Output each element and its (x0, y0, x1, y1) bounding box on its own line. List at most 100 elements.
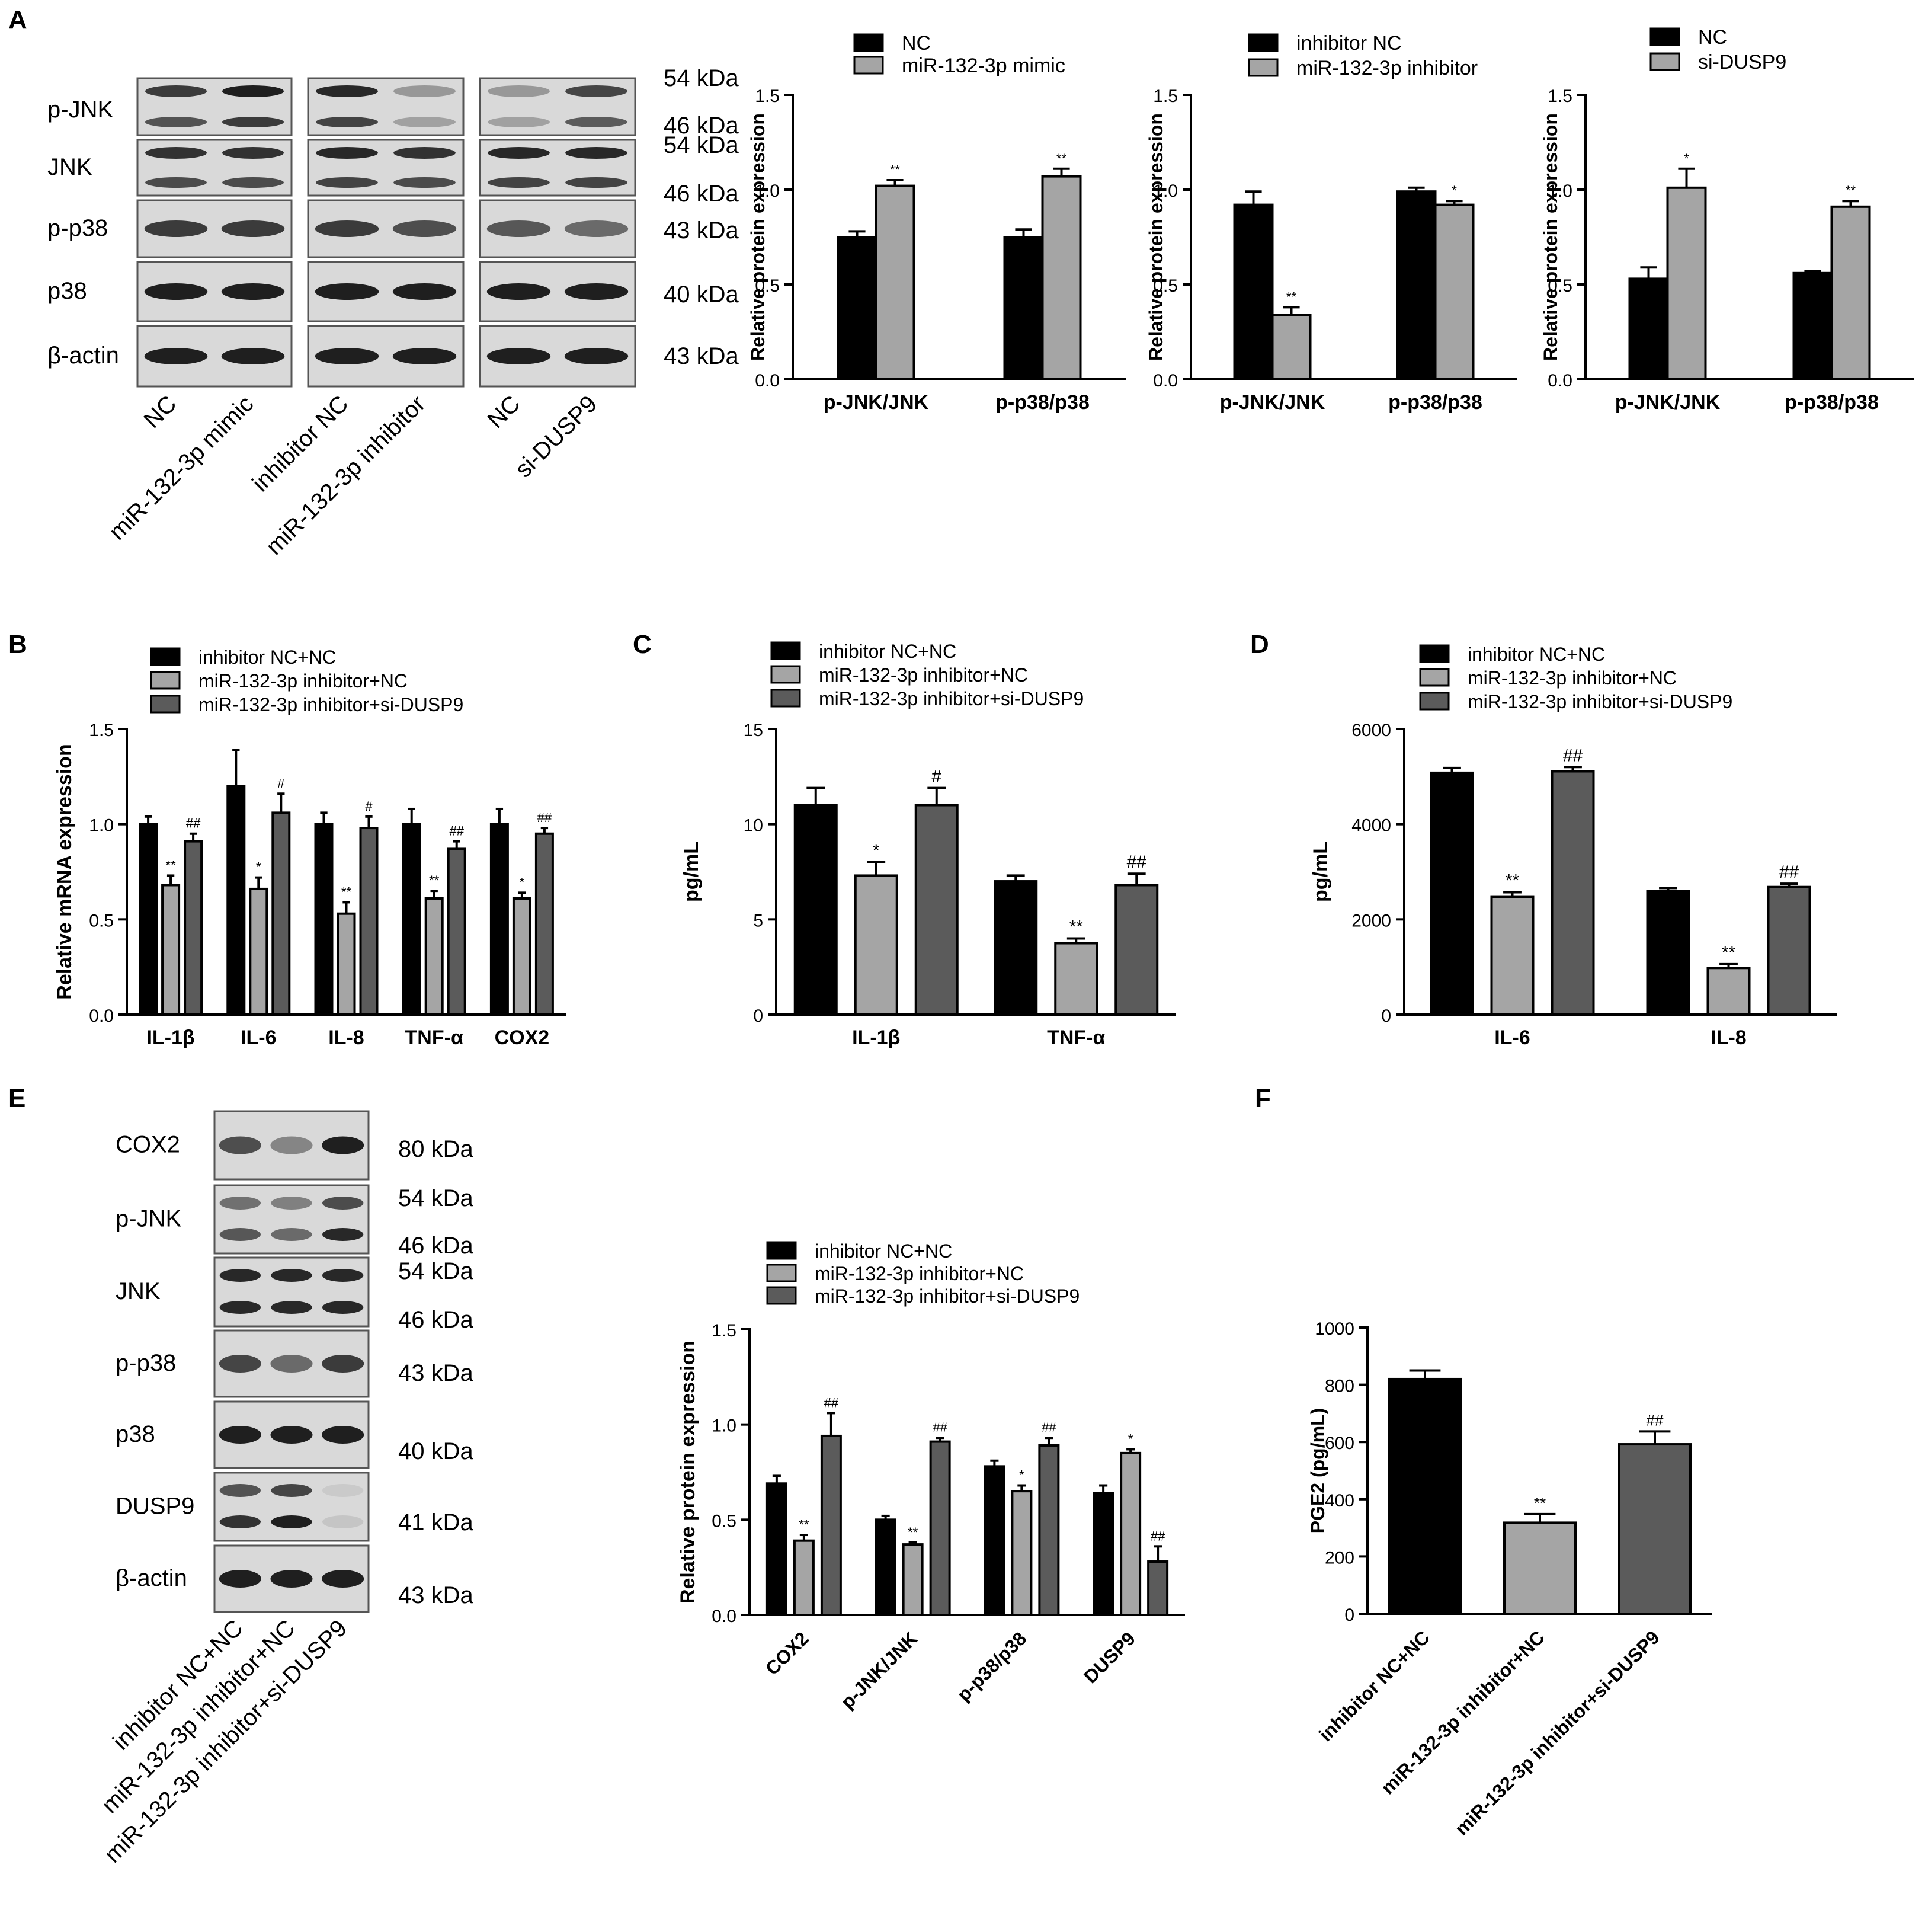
blot-band (316, 177, 378, 188)
significance-mark: ## (449, 824, 464, 839)
blot-band (145, 147, 207, 159)
blot-row-label: p-JNK (47, 97, 113, 123)
blot-band (486, 220, 551, 237)
blot-band (271, 1301, 312, 1314)
blot-kda-label: 46 kDa (398, 1307, 473, 1333)
blot-row-label: JNK (47, 154, 92, 180)
significance-mark: ## (1042, 1420, 1056, 1435)
significance-mark: # (277, 776, 285, 791)
y-tick-label: 1.0 (1548, 181, 1572, 201)
x-tick-label: IL-8 (1711, 1026, 1746, 1049)
blot-frame (213, 1472, 370, 1542)
x-tick-label: p-JNK/JNK (1220, 391, 1325, 414)
bar (994, 880, 1038, 1016)
significance-mark: * (1128, 1431, 1133, 1446)
bar (489, 823, 509, 1016)
y-tick-label: 0.0 (712, 1607, 736, 1626)
bar (929, 1440, 951, 1616)
blot-kda-label: 40 kDa (664, 282, 739, 308)
bar (1666, 186, 1707, 380)
bar (875, 1518, 896, 1616)
significance-mark: ## (186, 816, 201, 831)
y-axis-label: PGE2 (pg/mL) (1307, 1408, 1328, 1534)
blot-kda-label: 54 kDa (664, 65, 739, 91)
bar (184, 840, 203, 1016)
significance-mark: ** (341, 884, 352, 899)
blot-band (488, 147, 550, 159)
blot-band (322, 1484, 364, 1497)
panel-label: E (8, 1084, 25, 1113)
legend-swatch (150, 695, 181, 714)
blot-band (393, 147, 456, 159)
blot-band (316, 147, 378, 159)
blot-kda-label: 41 kDa (398, 1509, 473, 1536)
significance-mark: ## (1779, 862, 1799, 882)
bar (424, 897, 444, 1016)
y-axis-label: pg/mL (680, 842, 703, 902)
bar (1011, 1490, 1033, 1616)
blot-band (221, 283, 285, 300)
y-tick-label: 0.0 (1548, 371, 1572, 391)
blot-band (322, 1136, 364, 1154)
bar (854, 874, 898, 1016)
y-axis-label: Relative mRNA expression (53, 744, 76, 999)
y-tick-label: 1.5 (712, 1321, 736, 1341)
bar (984, 1465, 1005, 1617)
blot-band (564, 283, 629, 300)
blot-row-label: p-p38 (116, 1350, 176, 1376)
bar (1054, 942, 1098, 1016)
blot-kda-label: 43 kDa (664, 217, 739, 244)
y-tick-label: 6000 (1351, 721, 1391, 740)
blot-row-label: p38 (116, 1421, 155, 1447)
blot-band (219, 1570, 261, 1588)
y-tick-label: 600 (1325, 1434, 1354, 1453)
significance-mark: * (1452, 183, 1457, 198)
y-tick-label: 1000 (1315, 1319, 1354, 1339)
blot-band (222, 177, 284, 188)
significance-mark: ** (1722, 943, 1736, 962)
blot-frame (213, 1184, 370, 1255)
bar (1093, 1492, 1114, 1617)
blot-band (565, 85, 627, 97)
y-tick-label: 1.0 (1153, 181, 1178, 201)
blot-band (271, 1197, 312, 1210)
significance-mark: ** (429, 873, 440, 888)
y-axis-label: Relative protein expression (1540, 113, 1561, 361)
x-tick-label: p-JNK/JNK (1615, 391, 1721, 414)
x-tick-label: IL-6 (241, 1026, 276, 1049)
y-tick-label: 1.5 (1153, 87, 1178, 106)
y-tick-label: 200 (1325, 1548, 1354, 1568)
bar (1503, 1521, 1577, 1615)
blot-kda-label: 46 kDa (398, 1233, 473, 1259)
legend-label: inhibitor NC+NC (819, 641, 956, 662)
blot-band (145, 117, 207, 127)
blot-band (270, 1426, 313, 1444)
significance-mark: ** (890, 162, 901, 177)
blot-band (322, 1515, 364, 1528)
y-tick-label: 0.5 (755, 276, 780, 296)
x-tick-label: IL-1β (852, 1026, 900, 1049)
y-axis-label: Relative protein expression (1145, 113, 1167, 361)
significance-mark: # (931, 767, 941, 786)
bar (1830, 205, 1871, 380)
x-tick-label: p-JNK/JNK (824, 391, 929, 414)
legend-label: miR-132-3p inhibitor+si-DUSP9 (1468, 691, 1732, 712)
blot-band (486, 283, 551, 300)
y-tick-label: 1.5 (1548, 87, 1572, 106)
y-tick-label: 1.0 (712, 1416, 736, 1436)
legend-label: miR-132-3p inhibitor (1296, 57, 1478, 79)
legend-label: inhibitor NC (1296, 32, 1402, 55)
significance-mark: ** (908, 1525, 918, 1540)
bar (1490, 895, 1535, 1016)
legend-label: miR-132-3p inhibitor+si-DUSP9 (815, 1285, 1080, 1307)
panel-label: D (1250, 630, 1269, 659)
bar (1618, 1443, 1692, 1615)
bar (1792, 271, 1833, 380)
